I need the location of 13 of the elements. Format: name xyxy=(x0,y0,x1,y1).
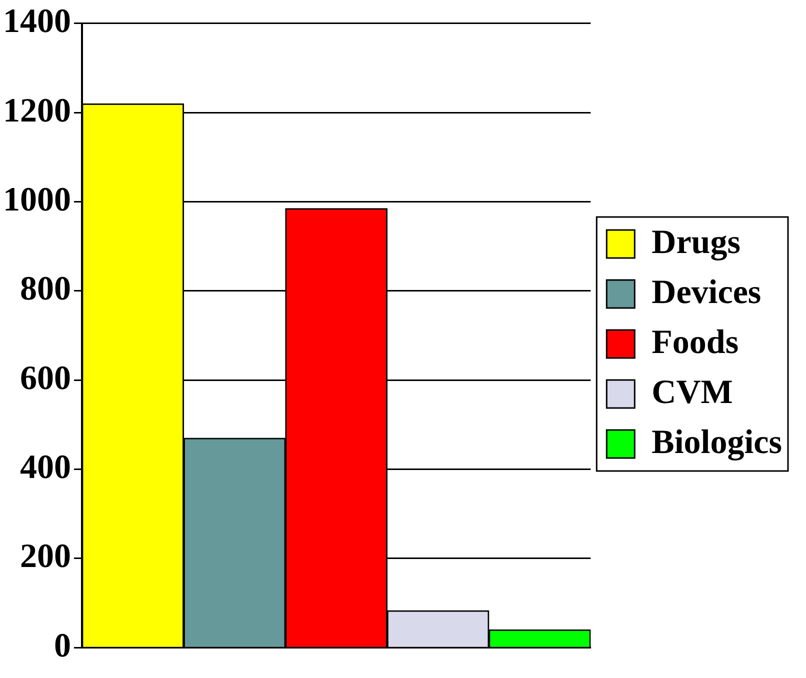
legend-label: CVM xyxy=(652,374,733,411)
y-tick-label: 800 xyxy=(20,270,71,308)
y-tick-label: 1200 xyxy=(3,92,71,130)
y-tick-label: 400 xyxy=(20,449,71,486)
legend-label: Biologics xyxy=(652,424,782,461)
y-tick-label: 1400 xyxy=(3,3,71,40)
legend-label: Foods xyxy=(652,324,739,361)
legend-label: Drugs xyxy=(652,224,740,261)
legend-label: Devices xyxy=(652,274,762,311)
y-tick-label: 600 xyxy=(20,360,71,397)
y-tick-label: 0 xyxy=(54,627,71,664)
y-tick-label: 1000 xyxy=(3,182,71,219)
y-tick-label: 200 xyxy=(20,538,71,576)
